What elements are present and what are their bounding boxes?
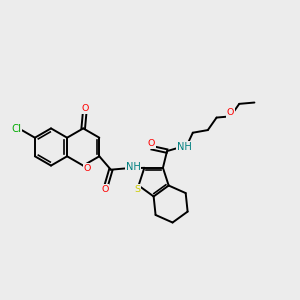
Text: O: O	[101, 184, 109, 194]
Text: NH: NH	[176, 142, 191, 152]
Text: NH: NH	[126, 162, 140, 172]
Text: Cl: Cl	[11, 124, 22, 134]
Text: O: O	[81, 104, 89, 113]
Text: O: O	[148, 139, 155, 148]
Text: S: S	[134, 185, 140, 194]
Text: O: O	[227, 108, 234, 117]
Text: O: O	[83, 164, 91, 172]
